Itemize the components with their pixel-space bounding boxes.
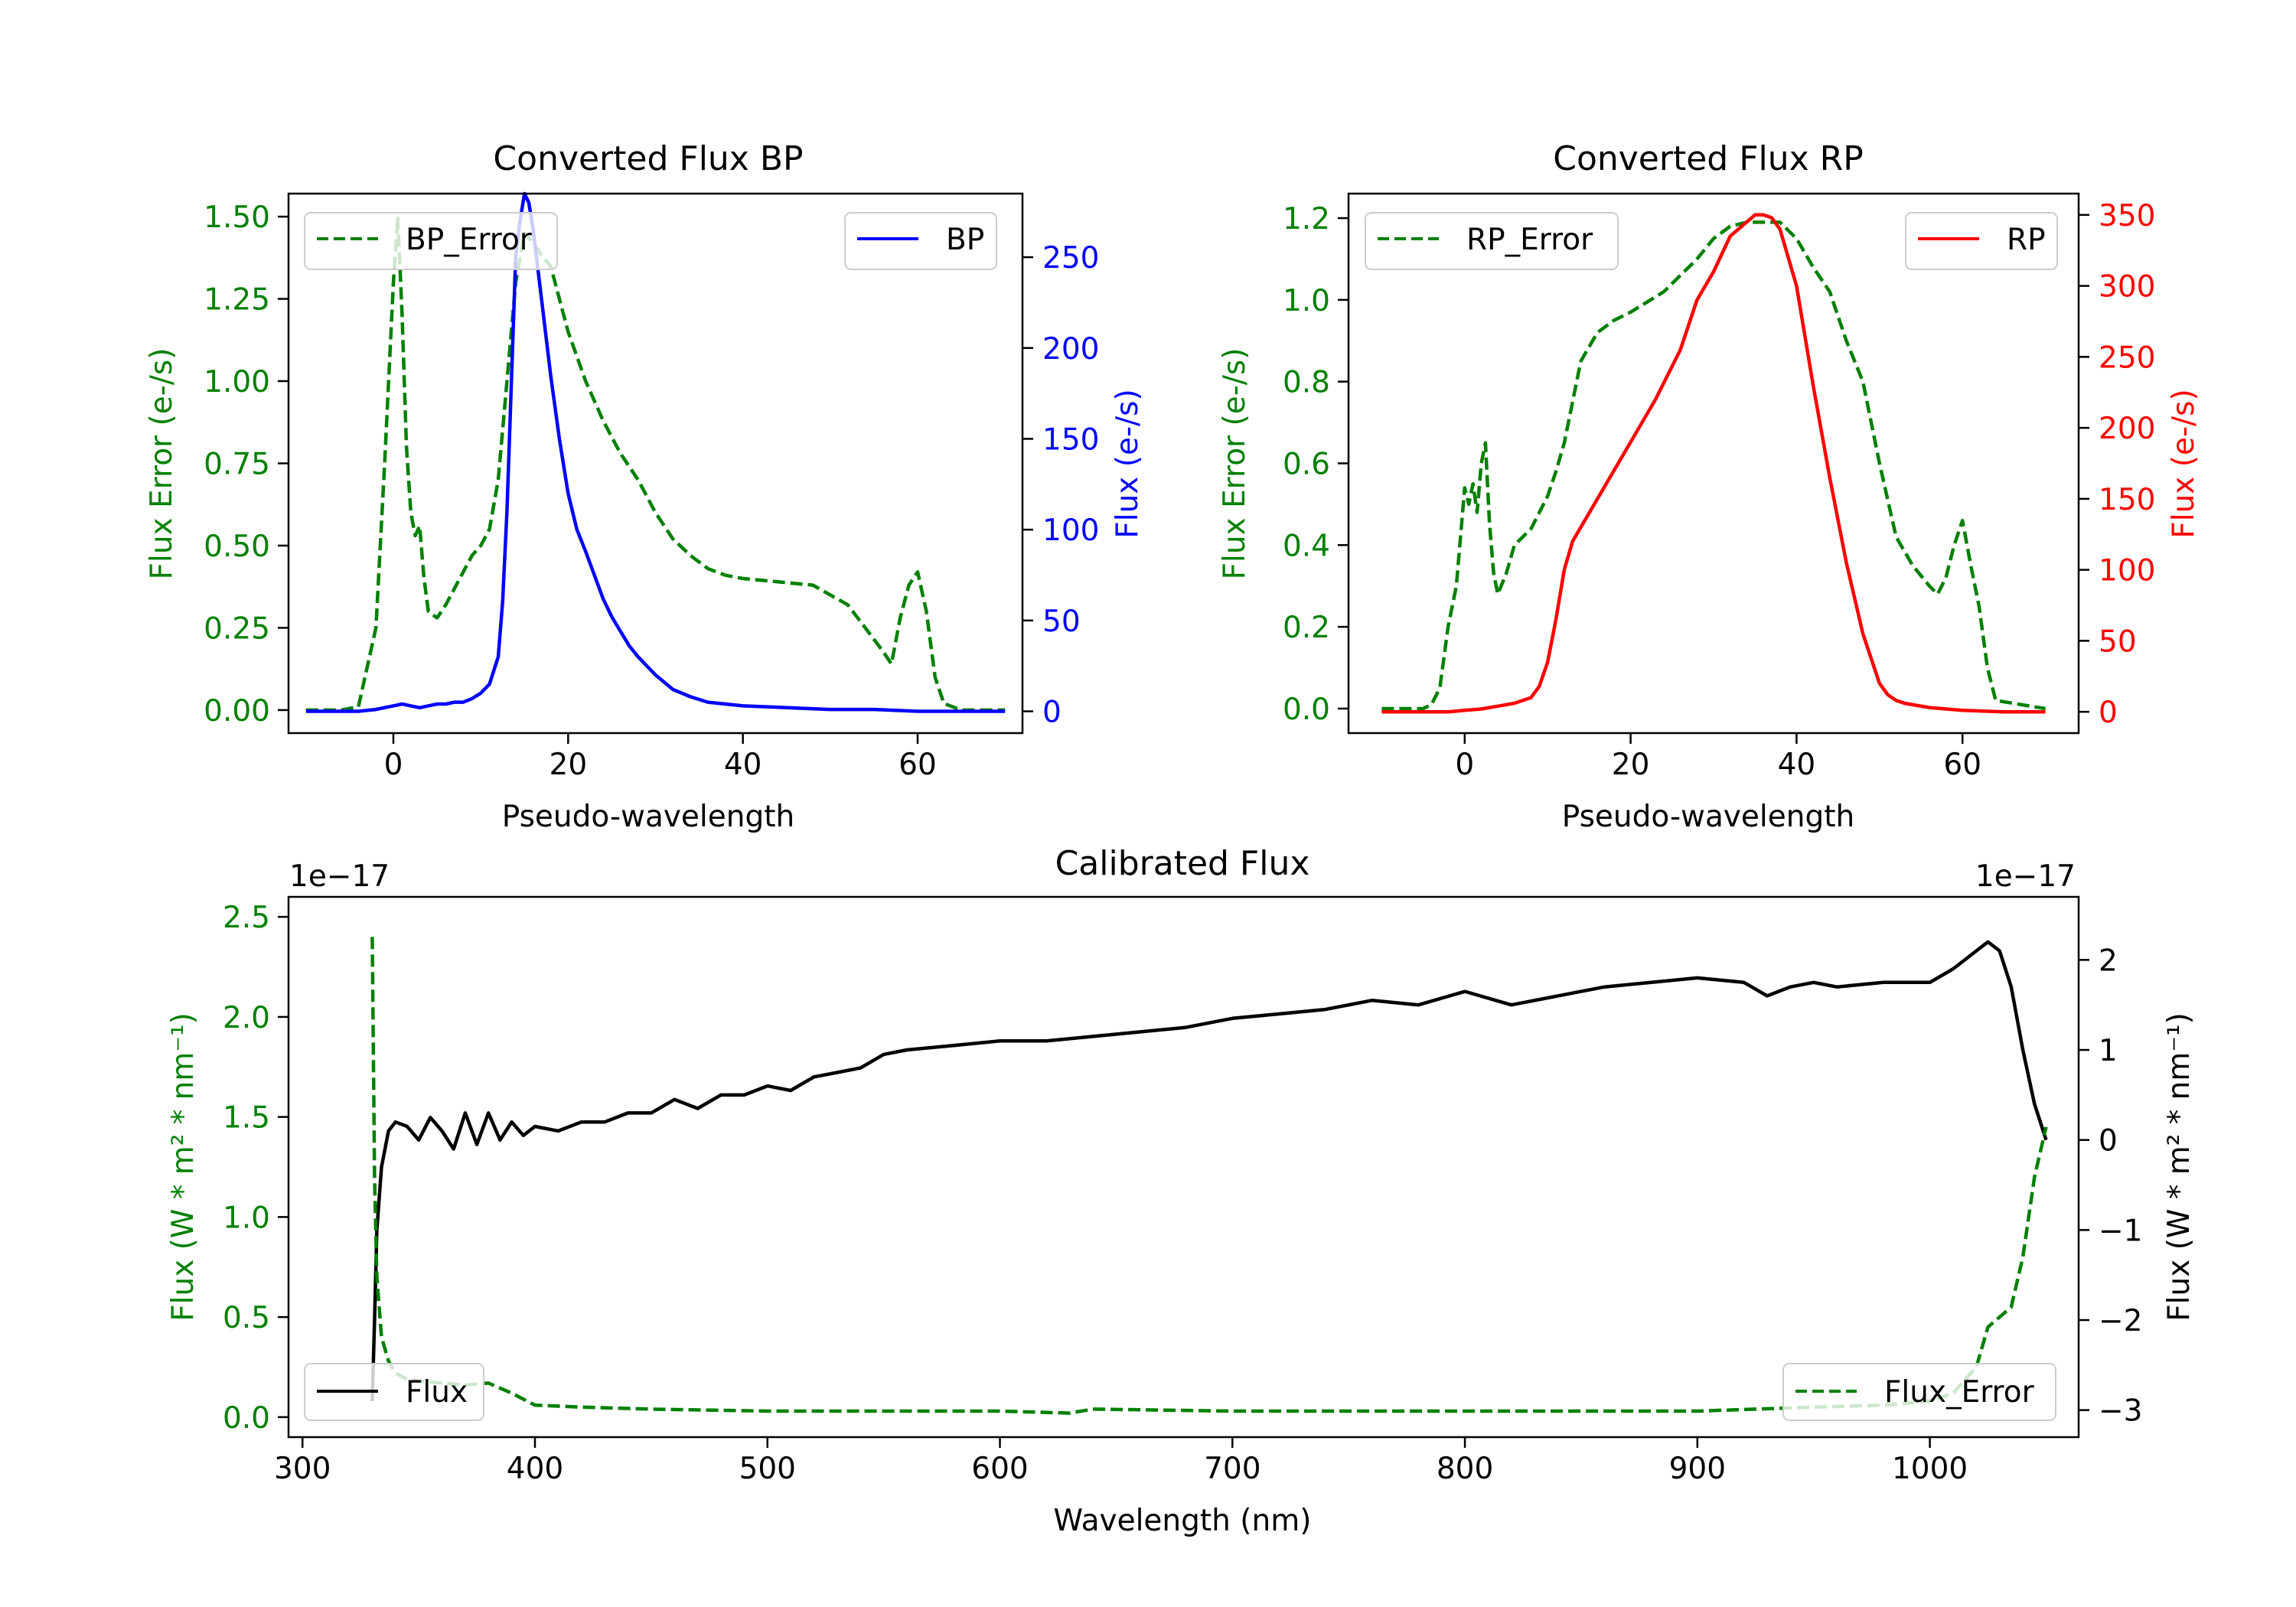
x-tick-label: 800 — [1437, 1452, 1493, 1486]
y-tick-label-right: 250 — [2099, 341, 2155, 375]
chart-title: Converted Flux RP — [1553, 139, 1864, 178]
y-tick-label-right: 0 — [2099, 1124, 2118, 1159]
x-tick-label: 0 — [384, 748, 403, 782]
y-tick-label-right: 0 — [2099, 696, 2118, 730]
offset-text-left: 1e−17 — [289, 859, 390, 894]
y-tick-label-right: −2 — [2099, 1304, 2143, 1338]
legend-box — [1365, 212, 1619, 270]
y-tick-label-right: 200 — [1042, 332, 1099, 367]
y-tick-label-left: 1.2 — [1283, 202, 1330, 236]
legend-label: Flux_Error — [1884, 1375, 2035, 1410]
legend-left: BP_Error — [304, 212, 558, 270]
y-tick-label-left: 0.00 — [204, 694, 270, 729]
legend-right: RP — [1905, 212, 2058, 270]
axes-frame — [287, 895, 2080, 1439]
y-tick-label-left: 0.0 — [1283, 693, 1330, 727]
y-axis-label-left: Flux (W * m² * nm⁻¹) — [166, 1012, 201, 1322]
y-axis-label-right: Flux (W * m² * nm⁻¹) — [2162, 1012, 2197, 1322]
y-tick-label-left: 0.2 — [1283, 611, 1330, 645]
legend-left: Flux — [304, 1363, 484, 1421]
legend-box — [1905, 212, 2058, 270]
y-tick-label-right: 150 — [1042, 422, 1099, 457]
y-axis-label-left: Flux Error (e-/s) — [1218, 348, 1252, 580]
y-axis-label-left: Flux Error (e-/s) — [145, 348, 179, 580]
y-tick-label-left: 0.0 — [223, 1401, 270, 1436]
y-tick-label-left: 0.50 — [204, 530, 270, 564]
x-tick-label: 40 — [1778, 748, 1816, 782]
x-axis-label: Wavelength (nm) — [1054, 1504, 1312, 1538]
y-tick-label-left: 2.0 — [223, 1001, 270, 1035]
y-tick-label-left: 2.5 — [223, 901, 270, 935]
x-tick-label: 60 — [899, 748, 937, 782]
legend-box — [304, 212, 558, 270]
plot-layer: 0 20 40 60 0.00 0.25 0.50 0.75 1.00 1.25 1.50 0 50 10… — [204, 191, 1099, 782]
x-tick-label: 600 — [971, 1452, 1028, 1486]
y-tick-label-right: 250 — [1042, 241, 1099, 275]
chart-title: Calibrated Flux — [1055, 844, 1310, 883]
y-tick-label-left: 1.5 — [223, 1101, 270, 1136]
x-tick-label: 40 — [724, 748, 762, 782]
x-tick-label: 20 — [550, 748, 588, 782]
legend-box — [1782, 1363, 2056, 1421]
y-tick-label-left: 1.25 — [204, 283, 270, 318]
legend-box — [304, 1363, 484, 1421]
series-line-rp-error — [1381, 220, 2046, 711]
legend-label: Flux — [406, 1375, 468, 1410]
legend-right: Flux_Error — [1782, 1363, 2056, 1421]
x-tick-label: 0 — [1455, 748, 1474, 782]
x-tick-label: 20 — [1612, 748, 1650, 782]
y-tick-label-right: 300 — [2099, 270, 2155, 305]
y-tick-label-right: 50 — [1042, 605, 1081, 639]
y-tick-label-right: 50 — [2099, 624, 2137, 659]
y-tick-label-left: 1.0 — [223, 1201, 270, 1235]
x-axis-label: Pseudo-wavelength — [1562, 800, 1854, 834]
y-tick-label-right: −3 — [2099, 1394, 2143, 1429]
y-tick-label-left: 0.4 — [1283, 529, 1330, 563]
legend-left: RP_Error — [1365, 212, 1619, 270]
y-tick-label-left: 1.50 — [204, 200, 270, 235]
legend-right: BP — [844, 212, 997, 270]
chart-title: Converted Flux BP — [493, 139, 803, 178]
y-tick-label-right: 100 — [2099, 554, 2155, 588]
chart-converted-flux-rp: 0 20 40 60 0.0 0.2 0.4 0.6 0.8 1.0 1.2 0 50 100 150 200… — [1218, 139, 2201, 834]
y-tick-label-right: −1 — [2099, 1214, 2143, 1248]
y-tick-label-right: 100 — [1042, 513, 1099, 548]
y-tick-label-left: 0.5 — [223, 1301, 270, 1335]
x-tick-label: 1000 — [1892, 1452, 1968, 1486]
x-tick-label: 700 — [1204, 1452, 1261, 1486]
y-tick-label-right: 200 — [2099, 412, 2155, 446]
plot-layer: 300 400 500 600 700 800 900 1000 0.0 0.5 1.0 1.5 2.0… — [223, 895, 2143, 1486]
plot-layer: 0 20 40 60 0.0 0.2 0.4 0.6 0.8 1.0 1.2 0 50 100 150 200… — [1283, 192, 2155, 782]
legend-label: RP — [2007, 223, 2046, 257]
x-tick-label: 500 — [739, 1452, 796, 1486]
x-axis-label: Pseudo-wavelength — [502, 800, 794, 834]
chart-calibrated-flux: 300 400 500 600 700 800 900 1000 0.0 0.5 1.0 1.5 2.0… — [166, 844, 2197, 1538]
y-tick-label-left: 1.0 — [1283, 284, 1330, 318]
y-tick-label-right: 2 — [2099, 944, 2118, 978]
legend-label: RP_Error — [1466, 223, 1593, 257]
y-tick-label-right: 350 — [2099, 199, 2155, 233]
y-tick-label-left: 1.00 — [204, 365, 270, 399]
x-tick-label: 900 — [1669, 1452, 1726, 1486]
x-tick-label: 400 — [507, 1452, 563, 1486]
legend-label: BP_Error — [406, 223, 533, 257]
x-tick-label: 300 — [274, 1452, 331, 1486]
chart-converted-flux-bp: 0 20 40 60 0.00 0.25 0.50 0.75 1.00 1.25 1.50 0 50 10… — [145, 139, 1145, 834]
y-tick-label-left: 0.6 — [1283, 448, 1330, 482]
legend-label: BP — [946, 223, 984, 257]
x-tick-label: 60 — [1943, 748, 1981, 782]
y-tick-label-left: 0.8 — [1283, 366, 1330, 400]
offset-text-right: 1e−17 — [1975, 859, 2076, 894]
legend-box — [844, 212, 997, 270]
y-tick-label-right: 1 — [2099, 1034, 2118, 1068]
y-tick-label-right: 0 — [1042, 696, 1062, 730]
series-line-rp — [1381, 213, 2046, 714]
series-line-flux — [370, 940, 2048, 1401]
y-tick-label-left: 0.25 — [204, 611, 270, 646]
y-tick-label-right: 150 — [2099, 483, 2155, 517]
y-axis-label-right: Flux (e-/s) — [1110, 389, 1145, 538]
y-tick-label-left: 0.75 — [204, 448, 270, 482]
y-axis-label-right: Flux (e-/s) — [2167, 389, 2201, 538]
